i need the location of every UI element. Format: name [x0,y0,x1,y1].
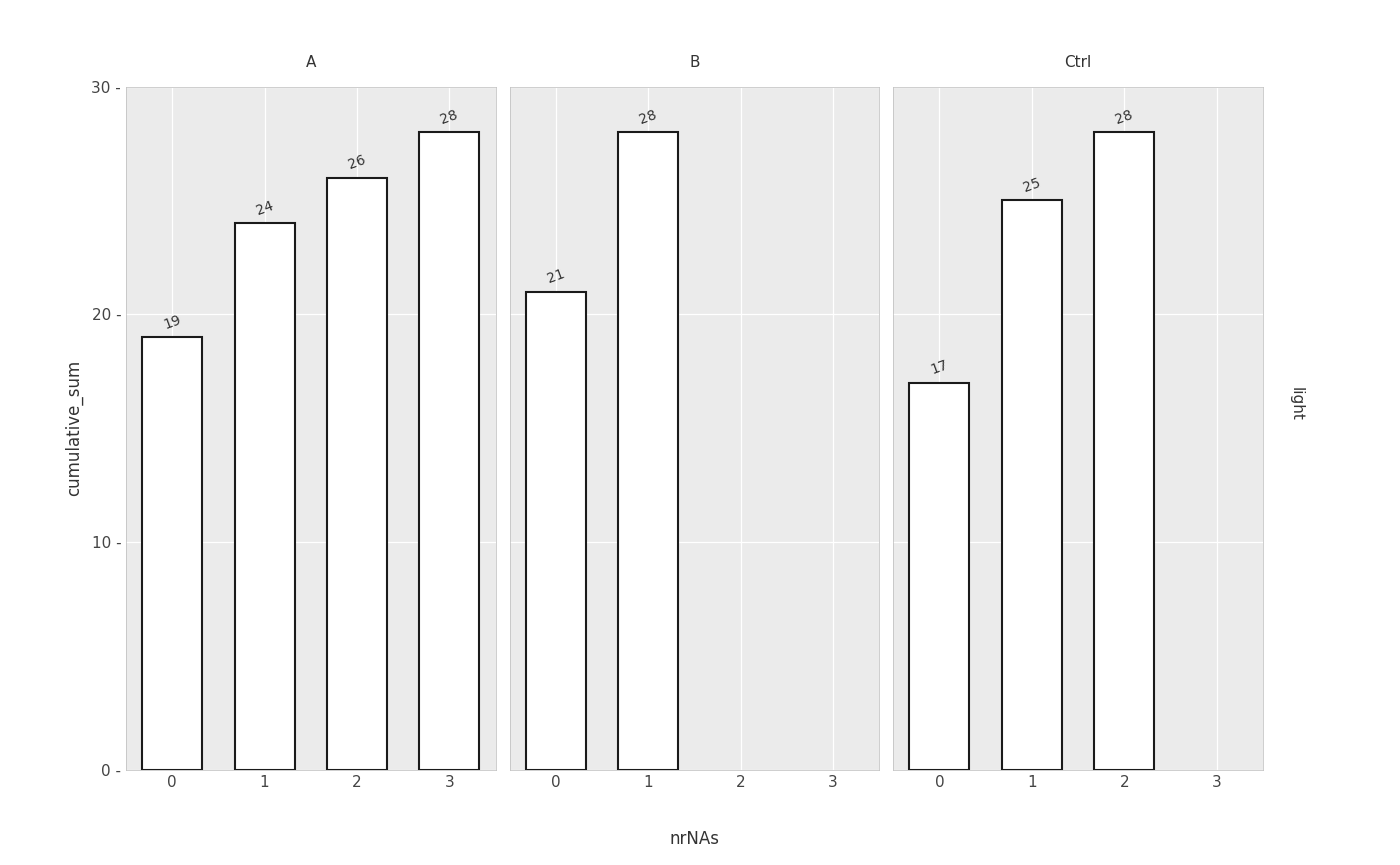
Text: 25: 25 [1021,176,1043,195]
Text: nrNAs: nrNAs [669,830,720,848]
Text: Ctrl: Ctrl [1064,55,1092,70]
Bar [235,223,294,770]
Bar [619,132,678,770]
Text: A: A [305,55,316,70]
Bar [1095,132,1154,770]
Text: 28: 28 [438,107,461,126]
Text: B: B [689,55,700,70]
Bar [526,292,585,770]
Bar [420,132,479,770]
Bar [143,337,202,770]
Bar [910,382,969,770]
Bar [328,177,386,770]
Text: 28: 28 [637,107,659,126]
Text: 19: 19 [161,312,183,331]
Y-axis label: cumulative_sum: cumulative_sum [64,360,83,497]
Bar [1002,201,1061,770]
Text: 17: 17 [928,358,951,377]
Text: 26: 26 [346,153,368,172]
Text: 28: 28 [1113,107,1135,126]
Text: light: light [1289,388,1303,421]
Text: 24: 24 [253,198,276,217]
Text: 21: 21 [545,266,567,285]
